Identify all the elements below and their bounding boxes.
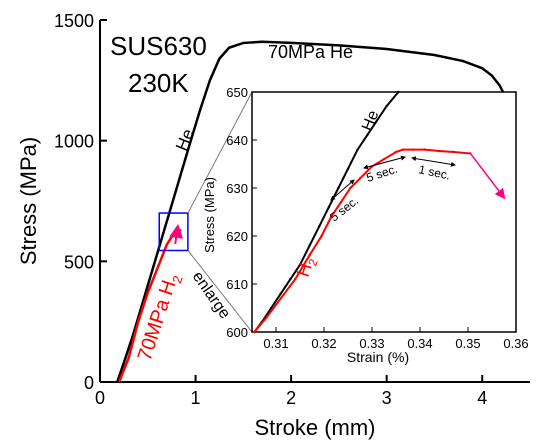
inset-he-point bbox=[289, 278, 292, 281]
zoom-box bbox=[158, 212, 189, 252]
inset-h2-point bbox=[279, 297, 282, 300]
main-y-axis-label: Stress (MPa) bbox=[16, 137, 41, 265]
h2-curve-label-sub: 2 bbox=[169, 274, 186, 286]
temperature-label: 230K bbox=[128, 68, 189, 98]
inset-x-tick-label: 0.32 bbox=[311, 336, 336, 351]
inset-h2-point bbox=[330, 215, 333, 218]
inset-he-point bbox=[385, 105, 388, 108]
inset-h2-point bbox=[438, 149, 441, 153]
inset-h2-point bbox=[349, 186, 352, 190]
inset-h2-point bbox=[308, 254, 311, 257]
inset-y-tick-label: 600 bbox=[226, 325, 248, 340]
inset-series-group bbox=[253, 90, 472, 334]
inset-h2-label: H2 bbox=[293, 254, 321, 280]
inset-unload-arrow bbox=[469, 152, 506, 200]
inset-h2-point bbox=[382, 158, 386, 161]
inset-he-point bbox=[279, 292, 282, 295]
inset-he-point bbox=[366, 134, 369, 137]
zoom-connector-top bbox=[187, 91, 253, 214]
inset-y-tick-label: 650 bbox=[226, 85, 248, 100]
inset-h2-point bbox=[339, 201, 342, 204]
h2-arrow bbox=[169, 223, 184, 245]
inset-he-point bbox=[346, 167, 350, 170]
main-x-tick-label: 3 bbox=[382, 388, 392, 408]
zoom-connector-bottom bbox=[187, 250, 253, 333]
main-y-tick-label: 1000 bbox=[54, 132, 94, 152]
h2-curve-label-main: 70MPa H bbox=[134, 277, 181, 363]
material-label: SUS630 bbox=[110, 31, 207, 61]
inset-he-point bbox=[397, 90, 400, 94]
inset-y-tick-label: 630 bbox=[226, 181, 248, 196]
inset-h2-point bbox=[265, 316, 268, 319]
inset-he-curve bbox=[253, 91, 400, 333]
inset-x-tick-label: 0.36 bbox=[503, 336, 528, 351]
main-tick-group: 0 1 2 3 4 0 500 1000 1500 bbox=[54, 11, 487, 408]
main-x-tick-label: 1 bbox=[191, 388, 201, 408]
inset-h2-point bbox=[294, 278, 297, 281]
inset-h2-point bbox=[423, 148, 426, 151]
inset-x-axis-label: Strain (%) bbox=[347, 349, 409, 365]
inset-tick-group: 0.31 0.32 0.33 0.34 0.35 0.36 600 610 620 630 640 6… bbox=[226, 85, 528, 351]
hold-5s-arrow-b bbox=[363, 155, 406, 170]
inset-he-point bbox=[318, 225, 321, 228]
inset-x-tick-label: 0.35 bbox=[455, 336, 480, 351]
main-y-tick-label: 1500 bbox=[54, 11, 94, 31]
main-x-tick-label: 4 bbox=[477, 388, 487, 408]
inset-he-point bbox=[270, 306, 273, 310]
inset-x-tick-label: 0.34 bbox=[407, 336, 432, 351]
inset-he-point bbox=[308, 244, 311, 247]
he-curve-label: 70MPa He bbox=[268, 42, 353, 62]
inset-h2-point bbox=[358, 177, 362, 180]
inset-h2-point bbox=[320, 234, 323, 238]
main-x-tick-label: 0 bbox=[95, 388, 105, 408]
main-y-tick-label: 500 bbox=[64, 252, 94, 272]
inset-he-point bbox=[356, 148, 359, 151]
he-curve bbox=[116, 40, 511, 383]
inset-h2-point bbox=[411, 148, 414, 151]
hold-1s-label: 1 sec. bbox=[417, 162, 451, 182]
h2-curve-label: 70MPa H2 bbox=[134, 271, 186, 365]
inset-h2-label-sub: 2 bbox=[305, 257, 320, 268]
main-x-tick-label: 2 bbox=[286, 388, 296, 408]
inset-h2-label-main: H bbox=[293, 261, 316, 280]
inset-y-tick-label: 620 bbox=[226, 229, 248, 244]
inset-h2-point bbox=[402, 148, 405, 151]
inset-he-point bbox=[327, 206, 330, 209]
inset-h2-point bbox=[253, 330, 256, 334]
hold-5s-arrow-a bbox=[330, 179, 355, 201]
main-y-tick-label: 0 bbox=[84, 373, 94, 393]
inset-y-axis-label: Stress (MPa) bbox=[202, 177, 217, 253]
inset-he-point bbox=[375, 119, 378, 123]
inset-he-point bbox=[337, 186, 340, 190]
main-x-axis-label: Stroke (mm) bbox=[255, 415, 376, 440]
inset-y-tick-label: 610 bbox=[226, 277, 248, 292]
inset-h2-point bbox=[452, 150, 455, 154]
inset-he-label: He bbox=[359, 108, 382, 133]
inset-y-tick-label: 640 bbox=[226, 133, 248, 148]
hold-1s-arrow bbox=[411, 156, 456, 167]
inset-x-tick-label: 0.31 bbox=[263, 336, 288, 351]
inset-he-point bbox=[298, 263, 302, 266]
inset-frame bbox=[251, 91, 517, 333]
inset-x-tick-label: 0.33 bbox=[359, 336, 384, 351]
inset-h2-point bbox=[394, 150, 398, 154]
